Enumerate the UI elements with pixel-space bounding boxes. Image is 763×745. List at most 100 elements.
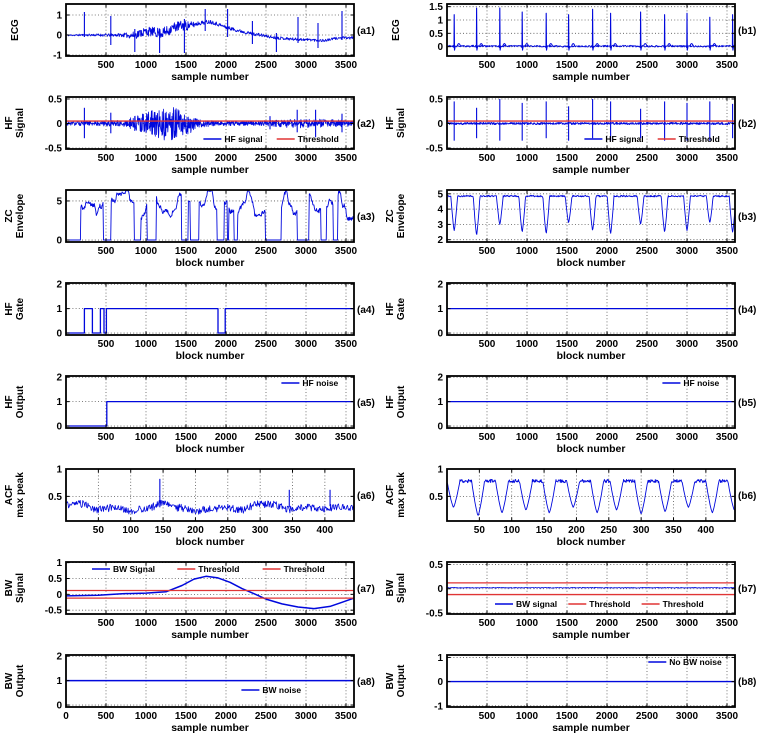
x-tick-label: 2000 — [596, 618, 619, 629]
signal-path — [66, 107, 354, 141]
series-group — [447, 194, 735, 235]
x-tick-label: 1500 — [175, 60, 198, 71]
x-tick-label: 2000 — [596, 432, 619, 443]
x-axis-label: sample number — [171, 71, 249, 83]
x-tick-label: 500 — [479, 711, 496, 722]
y-axis-label: ZC — [4, 209, 15, 222]
legend: HF signal Threshold — [584, 134, 720, 144]
grid-lines — [447, 4, 735, 56]
x-tick-label: 3000 — [295, 618, 318, 629]
x-tick-label: 1500 — [175, 618, 198, 629]
signal-path — [595, 43, 600, 47]
plot-a7: 500 1000 1500 2000 2500 3000 3500 -0.5 0 0.5 1 samp… — [4, 558, 375, 641]
series-group — [447, 478, 735, 516]
x-tick-label: 500 — [98, 339, 115, 350]
x-tick-label: 50 — [93, 525, 105, 536]
x-tick-label: 3500 — [716, 60, 739, 71]
series-group — [66, 190, 354, 241]
x-tick-label: 500 — [98, 153, 115, 164]
plot-a3: 500 1000 1500 2000 2500 3000 3500 0 5 block numbe… — [4, 189, 375, 269]
x-tick-label: 2500 — [255, 246, 278, 257]
panel-corner-label: (b3) — [738, 212, 756, 223]
series-group — [66, 400, 354, 427]
plot-b5: 500 1000 1500 2000 2500 3000 3500 0 1 2 block numb… — [385, 373, 756, 455]
x-tick-label: 1500 — [175, 432, 198, 443]
x-tick-label: 3500 — [335, 618, 358, 629]
y-axis-label: Gate — [15, 297, 26, 320]
x-tick-label: 500 — [98, 246, 115, 257]
x-tick-label: 2500 — [255, 339, 278, 350]
y-axis-label: Output — [15, 664, 26, 697]
y-tick-label: -0.5 — [45, 606, 63, 617]
x-axis-label: sample number — [552, 629, 630, 641]
x-tick-label: 250 — [219, 525, 236, 536]
axis-ticks — [447, 655, 735, 707]
x-tick-label: 2500 — [255, 618, 278, 629]
y-tick-label: 0.5 — [429, 560, 443, 571]
signal-path — [475, 7, 479, 51]
plot-box — [446, 189, 736, 243]
x-tick-label: 3000 — [676, 432, 699, 443]
legend-label: HF signal — [224, 134, 262, 144]
x-tick-label: 2500 — [636, 618, 659, 629]
x-tick-label: 2000 — [215, 711, 238, 722]
panel-corner-label: (b2) — [738, 119, 756, 130]
y-tick-label: 0 — [437, 422, 443, 433]
x-tick-label: 2000 — [215, 432, 238, 443]
signal-path — [447, 194, 735, 235]
x-tick-label: 1000 — [135, 153, 158, 164]
x-tick-label: 3000 — [295, 60, 318, 71]
y-axis-label: ACF — [385, 485, 396, 506]
x-tick-label: 500 — [479, 618, 496, 629]
x-tick-label: 1000 — [135, 339, 158, 350]
y-axis-label: HF — [4, 395, 15, 408]
y-tick-label: -0.5 — [426, 609, 444, 620]
signal-path — [447, 586, 735, 589]
plot-box — [65, 468, 355, 522]
legend-label: HF signal — [605, 134, 643, 144]
signal-path — [667, 43, 672, 47]
panel-corner-label: (b1) — [738, 26, 756, 37]
panel-corner-label: (a1) — [357, 26, 375, 37]
series-group — [447, 7, 735, 51]
y-tick-label: 4 — [437, 205, 443, 216]
x-tick-label: 350 — [284, 525, 301, 536]
y-tick-label: -1 — [53, 51, 62, 62]
subplot-a4: 500 1000 1500 2000 2500 3000 3500 0 1 2 block numb… — [0, 279, 381, 372]
x-tick-label: 3500 — [335, 339, 358, 350]
x-tick-label: 3000 — [295, 432, 318, 443]
x-tick-label: 3500 — [716, 339, 739, 350]
x-tick-label: 1000 — [135, 711, 158, 722]
series-group — [447, 98, 735, 141]
plot-a1: 500 1000 1500 2000 2500 3000 3500 -1 0 1 sample nu… — [10, 3, 375, 83]
x-tick-label: 1000 — [516, 153, 539, 164]
x-tick-label: 200 — [568, 525, 585, 536]
axis-ticks — [66, 190, 354, 242]
y-tick-label: 2 — [56, 373, 62, 384]
x-tick-label: 400 — [317, 525, 334, 536]
signal-path — [447, 478, 735, 516]
subplot-b4: 500 1000 1500 2000 2500 3000 3500 0 1 2 block numb… — [381, 279, 763, 372]
legend: No BW noise — [648, 657, 722, 667]
x-tick-label: 2000 — [596, 246, 619, 257]
y-axis-label: Output — [396, 664, 407, 697]
x-tick-label: 1000 — [135, 60, 158, 71]
x-tick-label: 50 — [474, 525, 486, 536]
legend-label: No BW noise — [669, 657, 722, 667]
panel-corner-label: (a8) — [357, 677, 375, 688]
y-tick-label: 1 — [56, 397, 62, 408]
x-tick-label: 3500 — [335, 153, 358, 164]
y-tick-label: 0 — [437, 329, 443, 340]
y-tick-label: 0 — [56, 119, 62, 130]
subplot-a6: 50 100 150 200 250 300 350 400 0.5 1 block number A… — [0, 465, 381, 558]
signal-path — [685, 12, 689, 51]
y-axis-label: BW — [385, 579, 396, 596]
y-axis-label: max peak — [396, 472, 407, 518]
signal-path — [708, 16, 712, 51]
y-tick-label: 5 — [437, 189, 443, 200]
signal-path — [571, 43, 576, 47]
x-tick-label: 500 — [479, 246, 496, 257]
x-tick-label: 2000 — [215, 246, 238, 257]
y-tick-label: -0.5 — [426, 144, 444, 155]
x-tick-label: 3000 — [676, 60, 699, 71]
